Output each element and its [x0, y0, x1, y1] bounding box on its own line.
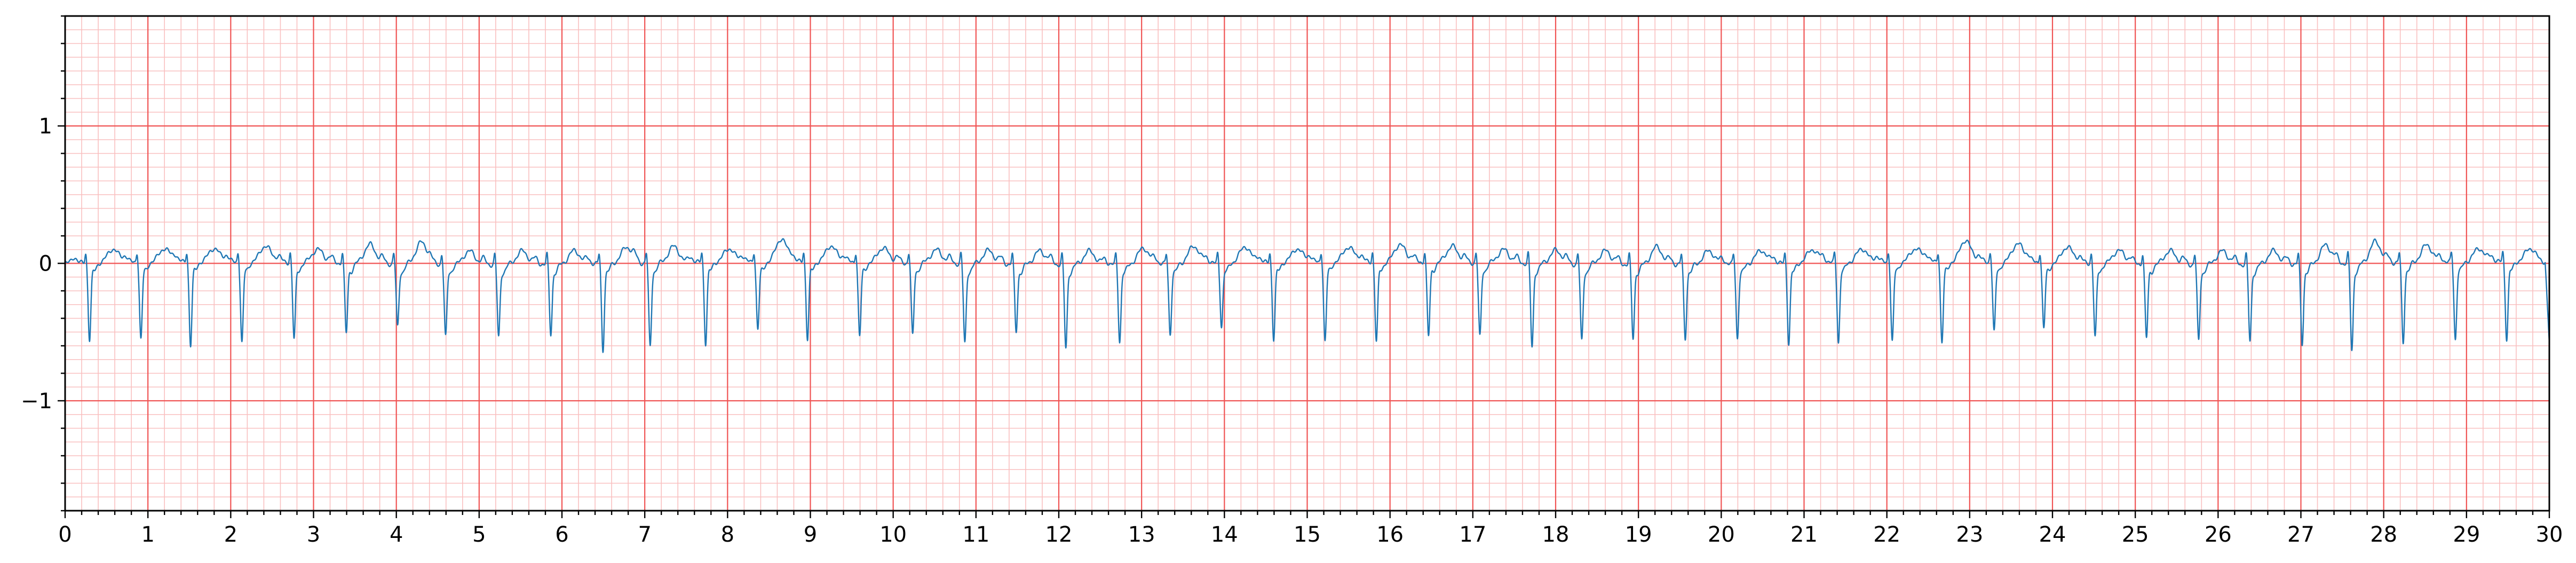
- x-tick-label: 6: [555, 522, 568, 547]
- x-tick-label: 28: [2370, 522, 2397, 547]
- x-tick-label: 8: [721, 522, 734, 547]
- y-tick-label: 0: [39, 252, 52, 276]
- x-tick-label: 27: [2287, 522, 2315, 547]
- x-axis-ticks: 0 1 2 3 4 5 6 7 8 9 10 11 12 13 14 15 16 17 18 19 20 21 22 23 24…: [58, 511, 2563, 547]
- x-tick-label: 10: [879, 522, 907, 547]
- x-tick-label: 17: [1459, 522, 1486, 547]
- y-tick-label: −1: [21, 389, 52, 414]
- x-tick-label: 5: [472, 522, 486, 547]
- x-tick-label: 26: [2205, 522, 2232, 547]
- x-tick-label: 16: [1376, 522, 1404, 547]
- x-tick-label: 20: [1708, 522, 1735, 547]
- x-tick-label: 30: [2536, 522, 2563, 547]
- y-tick-label: 1: [39, 114, 52, 139]
- x-tick-label: 7: [638, 522, 651, 547]
- x-tick-label: 15: [1294, 522, 1321, 547]
- ecg-trace-layer: [65, 238, 2550, 353]
- x-tick-label: 4: [390, 522, 403, 547]
- x-tick-label: 13: [1128, 522, 1155, 547]
- x-tick-label: 21: [1790, 522, 1818, 547]
- x-tick-label: 23: [1956, 522, 1983, 547]
- x-tick-label: 9: [804, 522, 817, 547]
- x-tick-label: 12: [1045, 522, 1073, 547]
- x-tick-label: 29: [2453, 522, 2480, 547]
- x-tick-label: 19: [1625, 522, 1652, 547]
- x-tick-label: 18: [1542, 522, 1570, 547]
- x-tick-label: 25: [2122, 522, 2149, 547]
- x-tick-label: 11: [962, 522, 989, 547]
- x-tick-label: 2: [224, 522, 237, 547]
- ecg-trace: [65, 238, 2550, 353]
- x-tick-label: 0: [58, 522, 72, 547]
- x-tick-label: 22: [1873, 522, 1900, 547]
- x-tick-label: 3: [307, 522, 320, 547]
- y-axis-ticks: 1 0 −1: [21, 15, 65, 512]
- x-tick-label: 14: [1211, 522, 1238, 547]
- x-tick-label: 1: [141, 522, 154, 547]
- x-tick-label: 24: [2039, 522, 2066, 547]
